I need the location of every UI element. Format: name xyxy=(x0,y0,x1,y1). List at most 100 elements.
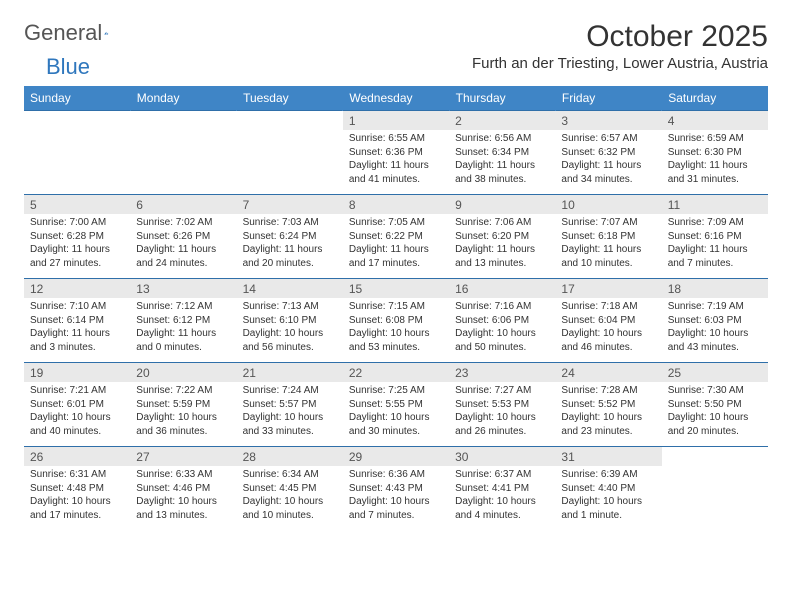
sunset-text: Sunset: 6:16 PM xyxy=(668,230,762,244)
sunrise-text: Sunrise: 6:39 AM xyxy=(561,468,655,482)
info-cell: Sunrise: 7:12 AMSunset: 6:12 PMDaylight:… xyxy=(130,298,236,363)
daylight-text-1: Daylight: 10 hours xyxy=(455,327,549,341)
sunset-text: Sunset: 6:28 PM xyxy=(30,230,124,244)
daylight-text-2: and 50 minutes. xyxy=(455,341,549,355)
date-cell: 26 xyxy=(24,447,130,467)
sunset-text: Sunset: 5:55 PM xyxy=(349,398,443,412)
sunset-text: Sunset: 6:18 PM xyxy=(561,230,655,244)
sunrise-text: Sunrise: 7:28 AM xyxy=(561,384,655,398)
info-cell: Sunrise: 7:07 AMSunset: 6:18 PMDaylight:… xyxy=(555,214,661,279)
day-details: Sunrise: 6:37 AMSunset: 4:41 PMDaylight:… xyxy=(455,468,549,522)
daylight-text-1: Daylight: 11 hours xyxy=(668,243,762,257)
day-number: 22 xyxy=(349,366,362,380)
sunset-text: Sunset: 6:08 PM xyxy=(349,314,443,328)
day-number: 21 xyxy=(243,366,256,380)
sunset-text: Sunset: 5:52 PM xyxy=(561,398,655,412)
sunset-text: Sunset: 6:26 PM xyxy=(136,230,230,244)
day-number: 6 xyxy=(136,198,143,212)
day-number: 27 xyxy=(136,450,149,464)
date-cell: 3 xyxy=(555,111,661,131)
daylight-text-2: and 36 minutes. xyxy=(136,425,230,439)
daylight-text-2: and 17 minutes. xyxy=(30,509,124,523)
sunrise-text: Sunrise: 7:19 AM xyxy=(668,300,762,314)
sunrise-text: Sunrise: 6:55 AM xyxy=(349,132,443,146)
daylight-text-2: and 4 minutes. xyxy=(455,509,549,523)
day-details: Sunrise: 7:07 AMSunset: 6:18 PMDaylight:… xyxy=(561,216,655,270)
daylight-text-2: and 20 minutes. xyxy=(668,425,762,439)
sunset-text: Sunset: 6:06 PM xyxy=(455,314,549,328)
date-row: 19202122232425 xyxy=(24,363,768,383)
sunrise-text: Sunrise: 7:22 AM xyxy=(136,384,230,398)
daylight-text-1: Daylight: 10 hours xyxy=(668,327,762,341)
date-cell: 10 xyxy=(555,195,661,215)
sunset-text: Sunset: 4:43 PM xyxy=(349,482,443,496)
date-cell: 5 xyxy=(24,195,130,215)
date-cell xyxy=(130,111,236,131)
daylight-text-2: and 24 minutes. xyxy=(136,257,230,271)
date-cell: 19 xyxy=(24,363,130,383)
sunrise-text: Sunrise: 6:33 AM xyxy=(136,468,230,482)
date-row: 1234 xyxy=(24,111,768,131)
sunrise-text: Sunrise: 6:59 AM xyxy=(668,132,762,146)
day-number: 23 xyxy=(455,366,468,380)
daylight-text-2: and 23 minutes. xyxy=(561,425,655,439)
date-cell: 16 xyxy=(449,279,555,299)
sunset-text: Sunset: 6:04 PM xyxy=(561,314,655,328)
sunset-text: Sunset: 6:10 PM xyxy=(243,314,337,328)
month-title: October 2025 xyxy=(472,20,768,53)
sunrise-text: Sunrise: 6:56 AM xyxy=(455,132,549,146)
daylight-text-2: and 13 minutes. xyxy=(455,257,549,271)
info-cell: Sunrise: 7:00 AMSunset: 6:28 PMDaylight:… xyxy=(24,214,130,279)
day-details: Sunrise: 6:55 AMSunset: 6:36 PMDaylight:… xyxy=(349,132,443,186)
day-details: Sunrise: 7:16 AMSunset: 6:06 PMDaylight:… xyxy=(455,300,549,354)
day-number: 29 xyxy=(349,450,362,464)
sunrise-text: Sunrise: 7:00 AM xyxy=(30,216,124,230)
sunset-text: Sunset: 4:48 PM xyxy=(30,482,124,496)
day-details: Sunrise: 7:00 AMSunset: 6:28 PMDaylight:… xyxy=(30,216,124,270)
info-cell: Sunrise: 7:25 AMSunset: 5:55 PMDaylight:… xyxy=(343,382,449,447)
sunset-text: Sunset: 6:32 PM xyxy=(561,146,655,160)
weekday-header: Monday xyxy=(130,86,236,111)
daylight-text-2: and 38 minutes. xyxy=(455,173,549,187)
info-cell: Sunrise: 7:05 AMSunset: 6:22 PMDaylight:… xyxy=(343,214,449,279)
date-cell: 23 xyxy=(449,363,555,383)
sunrise-text: Sunrise: 6:57 AM xyxy=(561,132,655,146)
daylight-text-1: Daylight: 11 hours xyxy=(455,243,549,257)
daylight-text-2: and 7 minutes. xyxy=(668,257,762,271)
sunset-text: Sunset: 6:34 PM xyxy=(455,146,549,160)
date-cell: 7 xyxy=(237,195,343,215)
sunset-text: Sunset: 6:20 PM xyxy=(455,230,549,244)
sunset-text: Sunset: 5:57 PM xyxy=(243,398,337,412)
date-cell: 12 xyxy=(24,279,130,299)
sunrise-text: Sunrise: 7:24 AM xyxy=(243,384,337,398)
date-cell: 14 xyxy=(237,279,343,299)
date-cell: 15 xyxy=(343,279,449,299)
weekday-header: Tuesday xyxy=(237,86,343,111)
sunset-text: Sunset: 4:46 PM xyxy=(136,482,230,496)
day-number: 18 xyxy=(668,282,681,296)
day-details: Sunrise: 7:12 AMSunset: 6:12 PMDaylight:… xyxy=(136,300,230,354)
daylight-text-1: Daylight: 10 hours xyxy=(561,411,655,425)
day-number: 30 xyxy=(455,450,468,464)
day-number: 13 xyxy=(136,282,149,296)
info-cell: Sunrise: 6:34 AMSunset: 4:45 PMDaylight:… xyxy=(237,466,343,530)
date-cell: 27 xyxy=(130,447,236,467)
sunrise-text: Sunrise: 7:07 AM xyxy=(561,216,655,230)
date-cell: 20 xyxy=(130,363,236,383)
daylight-text-2: and 20 minutes. xyxy=(243,257,337,271)
date-cell: 22 xyxy=(343,363,449,383)
daylight-text-1: Daylight: 10 hours xyxy=(30,411,124,425)
sunrise-text: Sunrise: 7:27 AM xyxy=(455,384,549,398)
day-number: 4 xyxy=(668,114,675,128)
day-details: Sunrise: 7:24 AMSunset: 5:57 PMDaylight:… xyxy=(243,384,337,438)
daylight-text-1: Daylight: 10 hours xyxy=(455,411,549,425)
day-number: 7 xyxy=(243,198,250,212)
sunrise-text: Sunrise: 6:31 AM xyxy=(30,468,124,482)
day-details: Sunrise: 6:31 AMSunset: 4:48 PMDaylight:… xyxy=(30,468,124,522)
daylight-text-2: and 46 minutes. xyxy=(561,341,655,355)
info-cell xyxy=(24,130,130,195)
title-block: October 2025 Furth an der Triesting, Low… xyxy=(472,20,768,72)
date-cell: 9 xyxy=(449,195,555,215)
info-cell: Sunrise: 7:24 AMSunset: 5:57 PMDaylight:… xyxy=(237,382,343,447)
daylight-text-1: Daylight: 11 hours xyxy=(30,327,124,341)
